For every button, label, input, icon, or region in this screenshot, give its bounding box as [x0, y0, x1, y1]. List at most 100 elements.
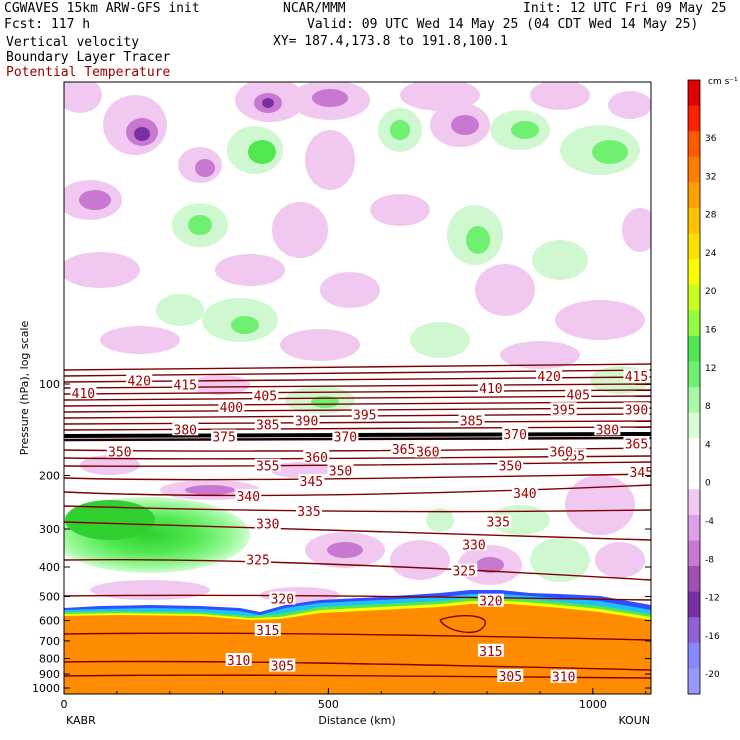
theta-label-bg [126, 373, 153, 387]
theta-label: 420 [537, 370, 560, 385]
y-tick-label: 500 [39, 590, 60, 603]
theta-label-bg [565, 387, 592, 401]
field-potential-temperature: Potential Temperature [6, 65, 171, 80]
theta-label-bg [254, 417, 281, 431]
colorbar-swatch [688, 182, 700, 209]
theta-label: 315 [479, 645, 502, 660]
colorbar-swatch [688, 233, 700, 260]
theta-label-bg [327, 463, 354, 477]
colorbar-label: 0 [705, 479, 711, 489]
colorbar-swatch [688, 207, 700, 234]
y-tick-label: 1000 [32, 682, 60, 695]
theta-label: 320 [271, 593, 294, 608]
theta-label: 350 [329, 464, 352, 479]
colorbar-label: -4 [705, 517, 714, 527]
colorbar-label: 16 [705, 326, 717, 336]
theta-label: 340 [513, 487, 536, 502]
colorbar-swatch [688, 591, 700, 618]
theta-label-bg [550, 669, 577, 683]
y-tick-label: 600 [39, 615, 60, 628]
theta-label: 325 [246, 553, 269, 568]
x-tick-label: 500 [318, 698, 339, 711]
theta-label-bg [70, 386, 97, 400]
init-time: Init: 12 UTC Fri 09 May 25 [523, 1, 727, 16]
theta-label: 330 [462, 539, 485, 554]
theta-label-bg [332, 429, 359, 443]
theta-label-bg [628, 464, 651, 478]
theta-label: 350 [108, 445, 131, 460]
colorbar-swatch [688, 310, 700, 337]
start-station: KABR [66, 714, 96, 727]
theta-label-bg [225, 652, 252, 666]
theta-label-bg [254, 458, 281, 472]
theta-label-bg [106, 444, 133, 458]
theta-label: 405 [566, 388, 589, 403]
theta-label: 305 [499, 670, 522, 685]
theta-label: 375 [212, 431, 235, 446]
theta-label: 410 [72, 387, 95, 402]
field-vertical-velocity: Vertical velocity [6, 35, 140, 50]
theta-label: 420 [127, 374, 150, 389]
theta-label-bg [511, 485, 538, 499]
theta-label-bg [451, 563, 478, 577]
colorbar-swatch [688, 387, 700, 414]
colorbar-swatch [688, 156, 700, 183]
y-tick-label: 900 [39, 668, 60, 681]
colorbar-label: -16 [705, 632, 720, 642]
colorbar-swatch [688, 642, 700, 669]
colorbar-label: 24 [705, 249, 717, 259]
x-tick-label: 0 [61, 698, 68, 711]
forecast-hour: Fcst: 117 h [4, 17, 91, 32]
colorbar-swatch [688, 540, 700, 567]
colorbar-swatch [688, 105, 700, 132]
y-tick-label: 800 [39, 653, 60, 666]
theta-label: 355 [256, 460, 279, 475]
theta-label-bg [477, 593, 504, 607]
theta-label: 415 [625, 370, 648, 385]
theta-label: 410 [479, 382, 502, 397]
theta-label: 405 [254, 390, 277, 405]
theta-label: 310 [227, 654, 250, 669]
organization: NCAR/MMM [283, 1, 346, 16]
colorbar-label: 36 [705, 134, 717, 144]
theta-label-bg [295, 504, 322, 518]
theta-label-bg [623, 436, 650, 450]
theta-label-bg [218, 400, 245, 414]
theta-label: 370 [503, 428, 526, 443]
colorbar-label: 12 [705, 364, 716, 374]
theta-label: 330 [256, 518, 279, 533]
theta-label: 345 [300, 475, 323, 490]
theta-label-bg [485, 514, 512, 528]
end-station: KOUN [618, 714, 650, 727]
potential-temperature-contours [64, 363, 651, 679]
x-axis-label: Distance (km) [318, 714, 395, 727]
theta-label: 365 [392, 443, 415, 458]
theta-label: 395 [353, 409, 376, 424]
theta-label-bg [623, 369, 650, 383]
theta-label-bg [536, 369, 563, 383]
theta-label: 385 [460, 415, 483, 430]
theta-label-bg [298, 473, 325, 487]
plot-frame [63, 81, 652, 695]
theta-label: 350 [499, 460, 522, 475]
theta-label: 335 [486, 516, 509, 531]
colorbar-swatch [688, 514, 700, 541]
colorbar-swatch [688, 335, 700, 362]
theta-label: 365 [625, 437, 648, 452]
colorbar-label: 32 [705, 172, 716, 182]
theta-label: 315 [256, 624, 279, 639]
colorbar-label: -20 [705, 670, 720, 680]
theta-label-bg [623, 402, 650, 416]
colorbar-swatch [688, 412, 700, 439]
colorbar-label: 28 [705, 211, 717, 221]
plot-area: 410 420 415 405 400 410 420 405 415 395 390 380 375 3… [64, 82, 651, 694]
theta-label: 390 [295, 415, 318, 430]
colorbar-swatch [688, 463, 700, 490]
theta-label: 385 [256, 419, 279, 434]
theta-label-bg [477, 643, 504, 657]
vertical-velocity-shading [64, 82, 651, 603]
theta-label-bg [211, 429, 238, 443]
theta-label-bg [303, 449, 330, 463]
theta-label-bg [497, 458, 524, 472]
